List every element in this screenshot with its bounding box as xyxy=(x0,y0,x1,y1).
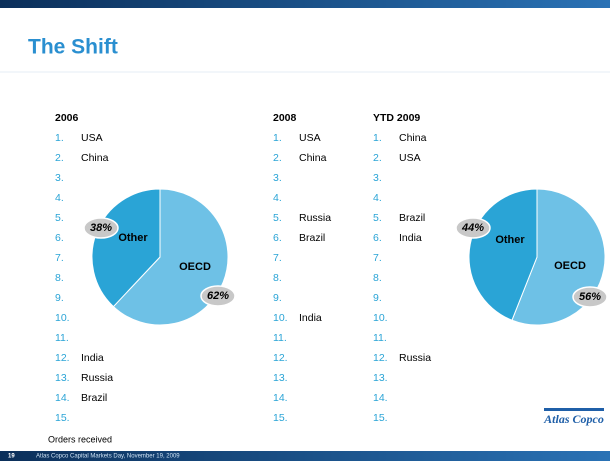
rank: 10. xyxy=(273,312,288,324)
rank: 8. xyxy=(373,272,382,284)
rank: 3. xyxy=(373,172,382,184)
percent-label: 44% xyxy=(461,222,484,234)
rank: 10. xyxy=(55,312,70,324)
rank: 3. xyxy=(55,172,64,184)
rank: 8. xyxy=(273,272,282,284)
country: Brazil xyxy=(399,212,425,224)
rank: 1. xyxy=(55,132,64,144)
rank: 2. xyxy=(373,152,382,164)
country: India xyxy=(299,312,322,324)
percent-badge xyxy=(83,217,119,239)
country: USA xyxy=(81,132,103,144)
footer-text: Atlas Copco Capital Markets Day, Novembe… xyxy=(36,454,180,460)
country: USA xyxy=(299,132,321,144)
rank: 1. xyxy=(273,132,282,144)
rank: 9. xyxy=(273,292,282,304)
rank: 6. xyxy=(373,232,382,244)
rank: 9. xyxy=(55,292,64,304)
list-heading: YTD 2009 xyxy=(373,112,420,124)
country: China xyxy=(81,152,109,164)
rank: 12. xyxy=(373,352,388,364)
percent-badge xyxy=(572,286,608,308)
rank: 9. xyxy=(373,292,382,304)
country: USA xyxy=(399,152,421,164)
percent-badge xyxy=(200,285,236,307)
list-heading: 2006 xyxy=(55,112,79,124)
logo-bar xyxy=(544,408,604,411)
rank: 15. xyxy=(55,412,70,424)
rank: 2. xyxy=(273,152,282,164)
country: India xyxy=(399,232,422,244)
rank: 13. xyxy=(373,372,388,384)
rank: 11. xyxy=(373,332,387,344)
footer-bar xyxy=(0,451,610,461)
rank: 13. xyxy=(273,372,288,384)
rank: 4. xyxy=(55,192,64,204)
rank: 6. xyxy=(273,232,282,244)
rank: 1. xyxy=(373,132,382,144)
rank: 7. xyxy=(273,252,282,264)
rank: 8. xyxy=(55,272,64,284)
rank: 5. xyxy=(55,212,64,224)
rank: 4. xyxy=(373,192,382,204)
country: India xyxy=(81,352,104,364)
percent-badge xyxy=(455,217,491,239)
rank: 15. xyxy=(273,412,288,424)
rank: 5. xyxy=(273,212,282,224)
country: Russia xyxy=(299,212,331,224)
rank: 5. xyxy=(373,212,382,224)
list-heading: 2008 xyxy=(273,112,297,124)
slice-label: OECD xyxy=(179,261,211,273)
country: Russia xyxy=(81,372,113,384)
slice-label: Other xyxy=(495,234,525,246)
rank: 12. xyxy=(273,352,288,364)
title: The Shift xyxy=(28,36,118,59)
rank: 7. xyxy=(373,252,382,264)
rank: 15. xyxy=(373,412,388,424)
country: China xyxy=(299,152,327,164)
country: Brazil xyxy=(81,392,107,404)
country: Russia xyxy=(399,352,431,364)
country: Brazil xyxy=(299,232,325,244)
percent-label: 62% xyxy=(207,290,229,302)
slice-label: Other xyxy=(118,232,148,244)
slice-label: OECD xyxy=(554,260,586,272)
top-bar xyxy=(0,0,610,8)
rank: 10. xyxy=(373,312,388,324)
rank: 7. xyxy=(55,252,64,264)
country: China xyxy=(399,132,427,144)
percent-label: 38% xyxy=(90,222,112,234)
logo: Atlas Copco xyxy=(543,412,604,426)
percent-label: 56% xyxy=(579,291,601,303)
note: Orders received xyxy=(48,434,112,444)
pie-slice xyxy=(112,188,229,326)
rank: 12. xyxy=(55,352,70,364)
rank: 13. xyxy=(55,372,70,384)
rank: 2. xyxy=(55,152,64,164)
rank: 14. xyxy=(55,392,70,404)
rank: 6. xyxy=(55,232,64,244)
rank: 3. xyxy=(273,172,282,184)
page-number: 19 xyxy=(8,454,15,460)
rank: 4. xyxy=(273,192,282,204)
rank: 11. xyxy=(273,332,287,344)
rank: 14. xyxy=(373,392,388,404)
rank: 14. xyxy=(273,392,288,404)
rank: 11. xyxy=(55,332,69,344)
